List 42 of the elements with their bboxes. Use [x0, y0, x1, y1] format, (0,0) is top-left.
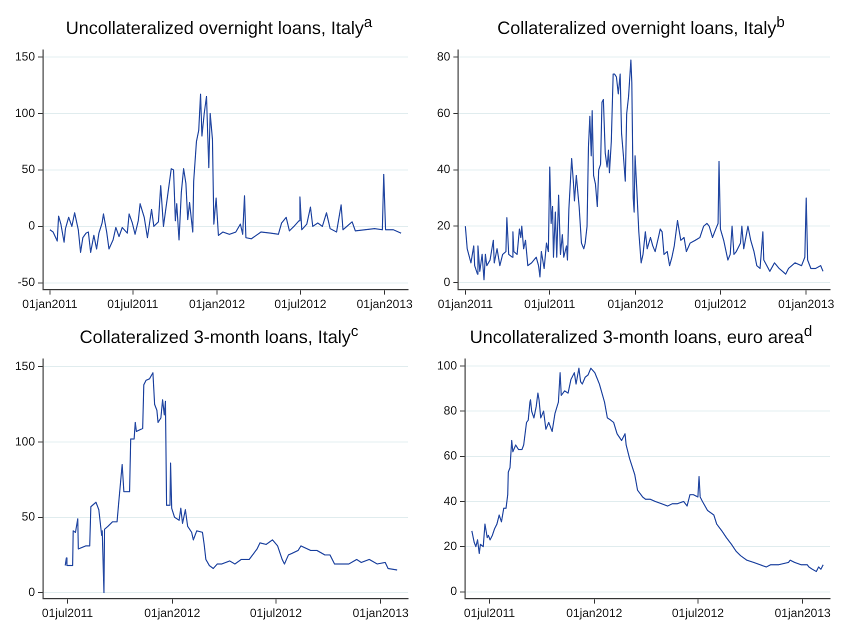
x-tick-label: 01jul2011 — [524, 297, 576, 312]
y-tick-label: 150 — [14, 359, 36, 374]
x-tick-label: 01jan2012 — [566, 606, 623, 620]
y-tick-label: 100 — [14, 106, 36, 120]
x-tick-label: 01jan2012 — [608, 297, 664, 312]
x-tick-label: 01jan2013 — [352, 606, 410, 620]
x-tick-label: 01jul2011 — [42, 606, 94, 620]
y-tick-label: 40 — [436, 162, 451, 176]
chart-title: Collateralized overnight loans, Italy$^{b}$ — [496, 13, 786, 40]
x-tick-label: 01jul2011 — [464, 606, 516, 620]
x-tick-label: 01jul2012 — [694, 297, 747, 312]
x-tick-label: 01jan2013 — [356, 297, 413, 312]
y-tick-label: 80 — [436, 50, 451, 64]
x-tick-label: 01jan2012 — [189, 297, 246, 312]
y-tick-label: 0 — [28, 218, 36, 233]
y-tick-label: 20 — [444, 538, 458, 553]
y-tick-label: 150 — [14, 49, 36, 64]
y-tick-label: 100 — [14, 434, 36, 448]
x-tick-label: 01jan2013 — [774, 606, 832, 620]
chart-title: Collateralized 3-month loans, Italy$^{c}$ — [78, 322, 360, 349]
y-tick-label: 50 — [22, 162, 36, 176]
chart-title: Uncollateralized overnight loans, Italy$^{a}$ — [64, 13, 374, 40]
y-tick-label: 100 — [436, 358, 458, 372]
x-tick-label: 01jul2012 — [274, 297, 327, 312]
chart-title: Uncollateralized 3-month loans, euro area$^{d}$ — [468, 322, 814, 349]
x-tick-label: 01jul2011 — [107, 297, 159, 312]
y-tick-label: 80 — [444, 403, 458, 418]
y-tick-label: 20 — [436, 218, 451, 233]
y-tick-label: 50 — [22, 510, 36, 524]
x-tick-label: 01jan2011 — [22, 297, 78, 312]
y-tick-label: -50 — [18, 275, 36, 290]
x-tick-label: 01jan2013 — [778, 297, 835, 312]
x-tick-label: 01jan2012 — [144, 606, 201, 620]
x-tick-label: 01jan2011 — [438, 297, 494, 312]
x-tick-label: 01jul2012 — [672, 606, 724, 620]
y-tick-label: 0 — [28, 584, 36, 599]
y-tick-label: 60 — [436, 106, 451, 120]
y-tick-label: 40 — [444, 494, 458, 508]
y-tick-label: 0 — [444, 274, 451, 289]
y-tick-label: 0 — [450, 584, 458, 598]
x-tick-label: 01jul2012 — [250, 606, 302, 620]
y-tick-label: 60 — [444, 448, 458, 463]
